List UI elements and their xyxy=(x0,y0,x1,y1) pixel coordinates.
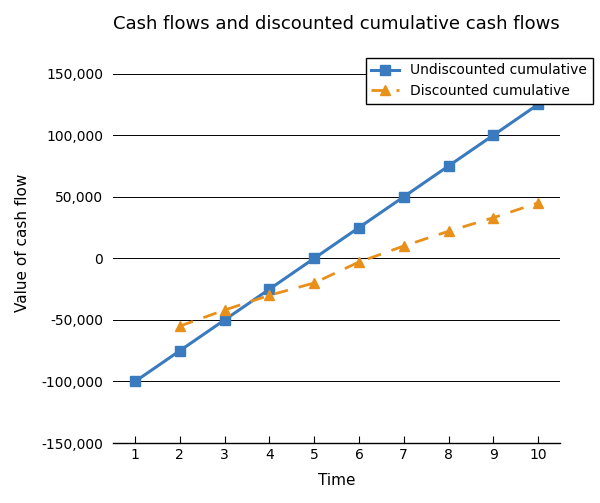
Discounted cumulative xyxy=(490,215,497,221)
Discounted cumulative xyxy=(355,259,362,265)
Discounted cumulative xyxy=(221,307,228,313)
Legend: Undiscounted cumulative, Discounted cumulative: Undiscounted cumulative, Discounted cumu… xyxy=(366,58,593,104)
Discounted cumulative xyxy=(445,228,452,234)
Title: Cash flows and discounted cumulative cash flows: Cash flows and discounted cumulative cas… xyxy=(113,15,560,33)
Undiscounted cumulative xyxy=(355,224,362,230)
Undiscounted cumulative xyxy=(266,286,273,292)
Undiscounted cumulative xyxy=(445,163,452,169)
Discounted cumulative xyxy=(176,323,184,329)
Line: Discounted cumulative: Discounted cumulative xyxy=(175,198,543,331)
Undiscounted cumulative xyxy=(400,194,407,200)
Undiscounted cumulative xyxy=(490,132,497,138)
Discounted cumulative xyxy=(400,243,407,249)
Undiscounted cumulative xyxy=(311,256,318,262)
Discounted cumulative xyxy=(311,280,318,286)
Discounted cumulative xyxy=(266,292,273,298)
Undiscounted cumulative xyxy=(535,102,542,108)
Undiscounted cumulative xyxy=(131,378,139,384)
Y-axis label: Value of cash flow: Value of cash flow xyxy=(15,174,30,312)
Line: Undiscounted cumulative: Undiscounted cumulative xyxy=(130,100,543,386)
Undiscounted cumulative xyxy=(176,348,184,354)
Undiscounted cumulative xyxy=(221,317,228,323)
X-axis label: Time: Time xyxy=(318,473,355,488)
Discounted cumulative xyxy=(535,200,542,206)
